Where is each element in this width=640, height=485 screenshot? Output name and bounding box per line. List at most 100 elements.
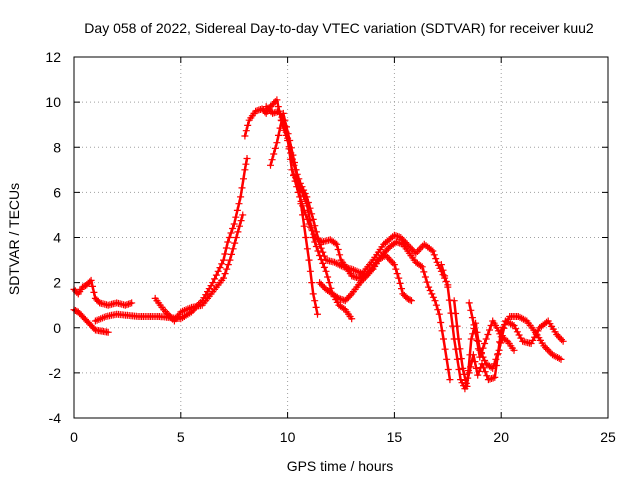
data-point bbox=[240, 175, 247, 182]
x-tick-label: 0 bbox=[70, 429, 78, 445]
data-point bbox=[302, 234, 309, 241]
data-point bbox=[486, 327, 493, 334]
data-point bbox=[223, 245, 230, 252]
data-point bbox=[314, 311, 321, 318]
data-point bbox=[232, 214, 239, 221]
data-point bbox=[224, 239, 231, 246]
data-point bbox=[241, 133, 248, 140]
data-point bbox=[483, 336, 490, 343]
data-point bbox=[452, 310, 459, 317]
data-point bbox=[323, 268, 330, 275]
data-point bbox=[311, 297, 318, 304]
data-series bbox=[71, 96, 567, 392]
grid-lines bbox=[74, 57, 608, 418]
data-point bbox=[398, 285, 405, 292]
data-point bbox=[484, 331, 491, 338]
data-point bbox=[241, 166, 248, 173]
data-point bbox=[222, 270, 229, 277]
series-line bbox=[95, 159, 247, 322]
data-point bbox=[395, 275, 402, 282]
chart-title: Day 058 of 2022, Sidereal Day-to-day VTE… bbox=[84, 20, 594, 36]
data-point bbox=[308, 279, 315, 286]
data-point bbox=[228, 251, 235, 258]
data-point bbox=[455, 336, 462, 343]
data-point bbox=[481, 340, 488, 347]
x-tick-label: 10 bbox=[280, 429, 296, 445]
data-point bbox=[397, 280, 404, 287]
data-point bbox=[422, 274, 429, 281]
data-point bbox=[469, 314, 476, 321]
data-point bbox=[272, 145, 279, 152]
data-point bbox=[226, 257, 233, 264]
data-point bbox=[324, 274, 331, 281]
data-point bbox=[494, 351, 501, 358]
data-point bbox=[432, 255, 439, 262]
series-track-c bbox=[92, 155, 251, 324]
data-point bbox=[436, 311, 443, 318]
sdtvar-chart: Day 058 of 2022, Sidereal Day-to-day VTE… bbox=[0, 0, 640, 480]
y-tick-label: -2 bbox=[49, 365, 62, 381]
data-point bbox=[440, 336, 447, 343]
data-point bbox=[468, 336, 475, 343]
data-point bbox=[238, 217, 245, 224]
data-point bbox=[239, 184, 246, 191]
data-point bbox=[225, 261, 232, 268]
data-point bbox=[304, 245, 311, 252]
data-point bbox=[242, 161, 249, 168]
y-tick-label: 10 bbox=[45, 94, 61, 110]
series-track-a bbox=[71, 277, 136, 309]
data-point bbox=[445, 366, 452, 373]
x-axis-label: GPS time / hours bbox=[287, 458, 394, 474]
x-axis-ticks: 0 5 10 15 20 25 bbox=[70, 57, 616, 445]
y-tick-label: -4 bbox=[49, 410, 62, 426]
data-point bbox=[228, 230, 235, 237]
data-point bbox=[269, 156, 276, 163]
data-point bbox=[223, 266, 230, 273]
data-point bbox=[234, 207, 241, 214]
x-tick-label: 20 bbox=[493, 429, 509, 445]
x-tick-label: 5 bbox=[177, 429, 185, 445]
data-point bbox=[496, 347, 503, 354]
data-point bbox=[90, 289, 97, 296]
data-point bbox=[239, 211, 246, 218]
data-point bbox=[451, 297, 458, 304]
data-point bbox=[237, 193, 244, 200]
data-point bbox=[439, 327, 446, 334]
data-point bbox=[244, 122, 251, 129]
data-point bbox=[313, 304, 320, 311]
data-point bbox=[221, 251, 228, 258]
y-axis-label: SDTVAR / TECUs bbox=[6, 183, 22, 295]
data-point bbox=[270, 151, 277, 158]
data-point bbox=[234, 228, 241, 235]
data-point bbox=[244, 155, 251, 162]
data-point bbox=[467, 307, 474, 314]
data-point bbox=[437, 319, 444, 326]
data-point bbox=[466, 299, 473, 306]
data-point bbox=[275, 132, 282, 139]
data-point bbox=[230, 245, 237, 252]
x-tick-label: 15 bbox=[387, 429, 403, 445]
data-point bbox=[336, 251, 343, 258]
data-point bbox=[442, 346, 449, 353]
data-point bbox=[229, 225, 236, 232]
data-point bbox=[310, 290, 317, 297]
data-point bbox=[392, 266, 399, 273]
data-point bbox=[443, 356, 450, 363]
series-track-b bbox=[71, 306, 112, 336]
data-point bbox=[233, 234, 240, 241]
data-point bbox=[420, 268, 427, 275]
x-tick-label: 25 bbox=[600, 429, 616, 445]
y-tick-label: 4 bbox=[53, 230, 61, 246]
y-tick-label: 8 bbox=[53, 139, 61, 155]
y-tick-label: 6 bbox=[53, 184, 61, 200]
data-point bbox=[431, 251, 438, 258]
data-point bbox=[306, 257, 313, 264]
y-tick-label: 12 bbox=[45, 49, 61, 65]
data-point bbox=[321, 264, 328, 271]
data-point bbox=[456, 345, 463, 352]
data-point bbox=[424, 279, 431, 286]
data-point bbox=[394, 270, 401, 277]
data-point bbox=[307, 268, 314, 275]
data-point bbox=[454, 323, 461, 330]
data-point bbox=[446, 376, 453, 383]
